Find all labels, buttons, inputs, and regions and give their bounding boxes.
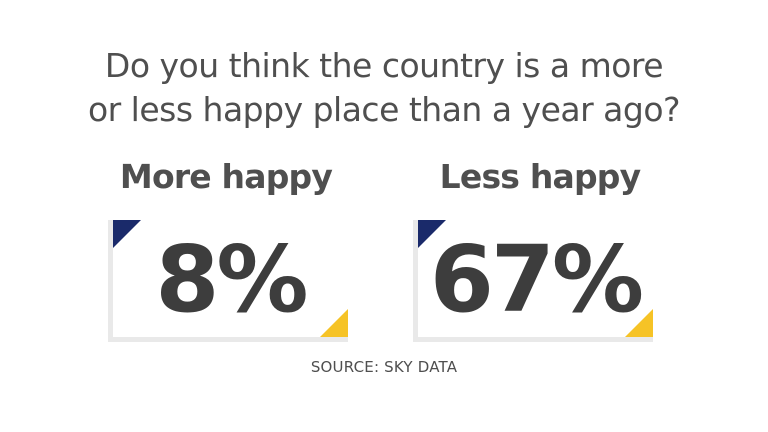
title-line-1: Do you think the country is a more bbox=[104, 46, 664, 85]
stat-card-more-happy: 8% bbox=[108, 220, 348, 342]
source-note: SOURCE: SKY DATA bbox=[310, 358, 458, 376]
stat-value-less-happy: 67% bbox=[429, 226, 644, 333]
stat-card-less-happy: 67% bbox=[413, 220, 653, 342]
navy-corner-accent bbox=[113, 220, 141, 248]
title-line-2: or less happy place than a year ago? bbox=[87, 90, 681, 129]
stat-value-more-happy: 8% bbox=[155, 226, 308, 333]
navy-corner-accent bbox=[418, 220, 446, 248]
stat-label-more-happy: More happy bbox=[119, 157, 333, 196]
yellow-corner-accent bbox=[320, 309, 348, 337]
yellow-corner-accent bbox=[625, 309, 653, 337]
chart-title: Do you think the country is a more or le… bbox=[0, 44, 768, 132]
stat-label-less-happy: Less happy bbox=[439, 157, 642, 196]
